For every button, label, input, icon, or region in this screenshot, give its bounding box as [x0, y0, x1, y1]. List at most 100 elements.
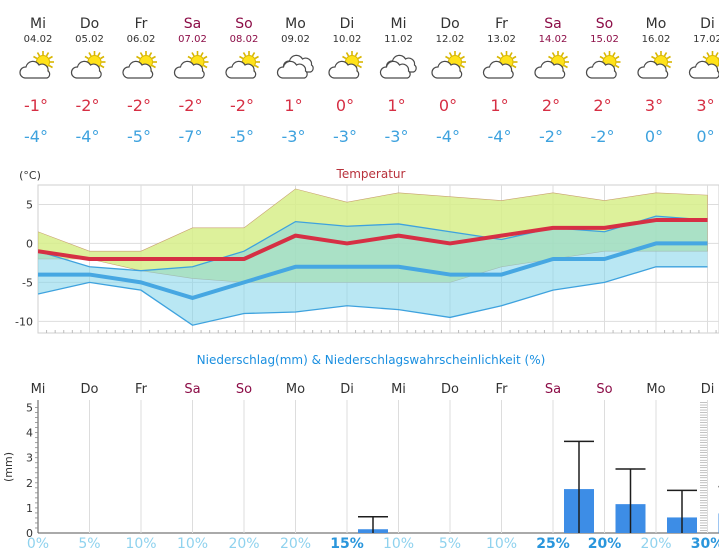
- max-temp: 3°: [696, 96, 714, 115]
- precip-day-name: Mi: [391, 382, 406, 397]
- day-name: So: [235, 16, 252, 32]
- sun-ray: [88, 52, 92, 57]
- precip-day-name: Di: [340, 382, 354, 397]
- day-date: 10.02: [333, 34, 362, 45]
- day-name: Di: [700, 16, 715, 32]
- temperature-y-ticks: 5 0 -5 -10: [15, 198, 33, 328]
- day-name: Sa: [544, 16, 561, 32]
- precip-day-name: So: [596, 382, 612, 397]
- cloud-shape: [637, 60, 669, 79]
- min-temp: -4°: [436, 127, 460, 146]
- partly-cloudy-sun-icon: [585, 51, 621, 79]
- day-date: 06.02: [127, 34, 156, 45]
- sun-ray: [548, 55, 553, 60]
- min-temp: -3°: [282, 127, 306, 146]
- min-temp: -2°: [539, 127, 563, 146]
- day-name: Mo: [646, 16, 667, 32]
- day-date: 15.02: [590, 34, 619, 45]
- max-temp: -2°: [179, 96, 203, 115]
- sun-ray: [715, 52, 719, 57]
- max-temp: 1°: [490, 96, 508, 115]
- sun-ray: [242, 52, 247, 57]
- precip-day-name: Mi: [31, 382, 46, 397]
- min-temp: 0°: [645, 127, 663, 146]
- precip-probability: 20%: [588, 536, 622, 552]
- precip-probability: 20%: [228, 536, 259, 552]
- max-temp-line: [38, 218, 708, 261]
- precip-probability: 15%: [330, 536, 364, 552]
- partly-cloudy-sun-icon: [19, 51, 54, 79]
- precip-probability: 10%: [486, 536, 517, 552]
- max-temp: 1°: [387, 96, 405, 115]
- sun-ray: [345, 52, 350, 57]
- partly-cloudy-sun-icon: [482, 51, 518, 79]
- day-date: 14.02: [539, 34, 568, 45]
- sun-ray: [563, 64, 568, 69]
- sun-ray: [615, 55, 620, 60]
- min-temp: 0°: [696, 127, 714, 146]
- max-temp: -2°: [76, 96, 100, 115]
- day-name: Di: [340, 16, 355, 32]
- sun-ray: [97, 52, 101, 57]
- cloud-shape: [225, 60, 257, 79]
- sun-ray: [354, 52, 359, 57]
- precip-probability: 5%: [439, 536, 461, 552]
- day-name: So: [596, 16, 613, 32]
- y-tick-label: 0: [26, 527, 33, 540]
- min-temp: -3°: [385, 127, 409, 146]
- day-name: Fr: [495, 16, 508, 32]
- min-temp-line: [38, 241, 708, 300]
- precip-day-name: Do: [81, 382, 99, 397]
- sun-ray: [500, 52, 504, 57]
- precip-probability: 20%: [640, 536, 671, 552]
- day-date: 13.02: [487, 34, 516, 45]
- sun-ray: [357, 64, 362, 69]
- max-temp: 1°: [284, 96, 302, 115]
- precip-probability: 5%: [78, 536, 100, 552]
- min-temp: -5°: [230, 127, 254, 146]
- sun-ray: [48, 64, 53, 69]
- sun-ray: [560, 52, 565, 57]
- sun-ray: [239, 55, 244, 60]
- sun-ray: [151, 64, 156, 69]
- sun-ray: [612, 52, 616, 57]
- precip-day-name: Do: [441, 382, 459, 397]
- sun-ray: [33, 55, 38, 60]
- sun-ray: [496, 55, 501, 60]
- max-temp: -1°: [24, 96, 48, 115]
- partly-cloudy-sun-icon: [688, 51, 719, 79]
- precip-probability: 20%: [280, 536, 311, 552]
- day-name: Fr: [135, 16, 148, 32]
- sun-ray: [187, 55, 192, 60]
- partly-cloudy-sun-icon: [637, 51, 672, 79]
- min-temp: -4°: [76, 127, 100, 146]
- day-date: 17.02: [693, 34, 719, 45]
- max-temp: -2°: [127, 96, 151, 115]
- day-header: Mi 04.02 -1° -4° Do 05.02 -2° -4° Fr 06.02 -2° -5° S…: [19, 16, 719, 146]
- day-date: 12.02: [436, 34, 465, 45]
- sun-ray: [251, 52, 256, 57]
- sun-ray: [457, 52, 462, 57]
- min-range-lower-line: [38, 266, 708, 326]
- sun-ray: [706, 52, 710, 57]
- y-tick-label: 1: [26, 502, 33, 515]
- precipitation-bars: [358, 440, 719, 533]
- precip-day-name: Fr: [496, 382, 509, 397]
- y-tick-label: 5: [26, 402, 33, 415]
- cloud-shape: [585, 60, 617, 79]
- min-temp: -4°: [488, 127, 512, 146]
- min-temp: -5°: [127, 127, 151, 146]
- sun-ray: [357, 55, 362, 60]
- cloud-shape: [379, 60, 411, 79]
- precipitation-axis-unit: (mm): [2, 452, 15, 482]
- partly-cloudy-sun-icon: [328, 51, 363, 79]
- partly-cloudy-sun-icon: [122, 51, 157, 79]
- temperature-chart-title: Temperatur: [336, 167, 406, 181]
- cloud-shape: [173, 60, 205, 79]
- day-date: 08.02: [230, 34, 259, 45]
- precip-probability: 30%: [691, 536, 719, 552]
- sun-ray: [702, 55, 707, 60]
- y-tick-label: 5: [26, 198, 33, 211]
- min-temp: -2°: [591, 127, 615, 146]
